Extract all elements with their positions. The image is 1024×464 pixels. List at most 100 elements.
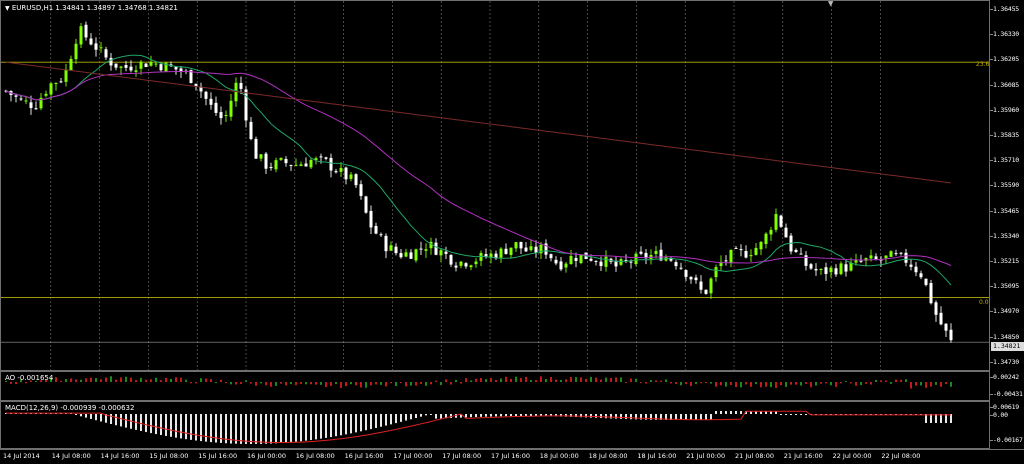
macd-bar (390, 414, 392, 425)
candle-body (694, 277, 698, 281)
ao-bar (720, 382, 722, 386)
candle-body (129, 66, 133, 71)
candle-body (579, 254, 583, 264)
macd-bar (525, 414, 527, 417)
macd-bar (225, 414, 227, 444)
macd-bar (730, 411, 732, 414)
macd-bar (675, 414, 677, 420)
candle-body (719, 261, 723, 267)
macd-indicator-pane[interactable]: MACD(12,26,9) -0.000939 -0.000632 (0, 401, 990, 449)
price-axis[interactable]: 1.36455 1.36330 1.36205 1.36085 1.35960 1.358… (990, 0, 1024, 371)
candle-body (929, 283, 933, 304)
chart-shift-icon[interactable]: ▲ (828, 0, 834, 8)
candlestick-chart[interactable] (1, 1, 990, 371)
ao-bar (405, 382, 407, 387)
macd-bar (510, 414, 512, 417)
macd-bar (285, 414, 287, 443)
macd-bar (560, 414, 562, 417)
candle-body (494, 253, 498, 259)
candle-body (599, 261, 603, 267)
ao-bar (280, 382, 282, 384)
ao-bar (135, 380, 137, 382)
candle-body (419, 248, 423, 250)
ao-bar (235, 382, 237, 385)
ao-bar (275, 382, 277, 386)
macd-bar (295, 414, 297, 442)
candle-body (414, 249, 418, 261)
candle-body (279, 157, 283, 160)
candle-body (394, 246, 398, 254)
candle-body (894, 253, 898, 255)
ao-bar (35, 380, 37, 382)
ao-bar (175, 377, 177, 382)
ao-bar (85, 378, 87, 382)
time-label: 17 Jul 00:00 (393, 452, 433, 460)
ao-bar (920, 382, 922, 386)
ao-bar (615, 377, 617, 382)
candle-body (659, 249, 663, 261)
macd-bar (335, 414, 337, 437)
candle-body (294, 164, 298, 166)
macd-bar (715, 411, 717, 414)
ao-bar (50, 377, 52, 382)
ao-bar (715, 382, 717, 387)
macd-bar (350, 414, 352, 434)
ao-bar (410, 382, 412, 386)
time-label: 18 Jul 00:00 (539, 452, 579, 460)
ao-bar (630, 378, 632, 382)
candle-body (89, 38, 93, 45)
candle-body (334, 171, 338, 173)
ao-bar (265, 382, 267, 386)
ao-bar (230, 382, 232, 385)
candle-body (404, 252, 408, 257)
price-tick: 1.35590 (990, 181, 1019, 190)
candle-body (949, 329, 953, 341)
candle-body (754, 247, 758, 255)
macd-bar (500, 414, 502, 417)
macd-bar (395, 414, 397, 424)
candle-body (299, 164, 303, 167)
ao-bar (665, 379, 667, 382)
ao-indicator-pane[interactable]: AO -0.001654 (0, 371, 990, 401)
candle-body (644, 252, 648, 259)
candle-body (124, 65, 128, 68)
macd-bar (770, 411, 772, 414)
candle-body (614, 260, 618, 267)
ao-bar (260, 382, 262, 384)
price-chart-pane[interactable]: ▼ EURUSD,H1 1.34841 1.34897 1.34768 1.34… (0, 0, 990, 371)
ao-bar (140, 377, 142, 382)
candle-body (879, 259, 883, 261)
candle-body (154, 63, 158, 65)
price-tick: 1.35340 (990, 231, 1019, 240)
price-tick: 1.35710 (990, 156, 1019, 165)
candle-body (734, 247, 738, 249)
price-tick: 1.34730 (990, 357, 1019, 366)
fib-label-0: 0.0 (979, 299, 989, 306)
candle-body (209, 98, 213, 105)
candle-body (669, 258, 673, 261)
ao-bar (420, 382, 422, 385)
macd-bar (740, 411, 742, 414)
ao-bar (815, 382, 817, 386)
candle-body (534, 246, 538, 253)
macd-bar (615, 414, 617, 419)
ao-bar (190, 382, 192, 384)
macd-bar (195, 414, 197, 441)
candle-body (804, 255, 808, 266)
ao-bar (155, 377, 157, 382)
macd-bar (120, 414, 122, 427)
candle-body (474, 261, 478, 265)
candle-body (324, 157, 328, 159)
ao-bar (930, 382, 932, 387)
candle-body (454, 265, 458, 268)
time-label: 22 Jul 08:00 (881, 452, 921, 460)
macd-bar (100, 414, 102, 422)
candle-body (59, 81, 63, 83)
ao-bar (75, 379, 77, 382)
candle-body (809, 264, 813, 269)
time-axis[interactable]: 14 Jul 2014 14 Jul 08:00 14 Jul 16:00 15 Ju… (0, 449, 1024, 464)
ao-bar (935, 382, 937, 385)
ao-bar (245, 380, 247, 382)
ao-bar (5, 380, 7, 382)
